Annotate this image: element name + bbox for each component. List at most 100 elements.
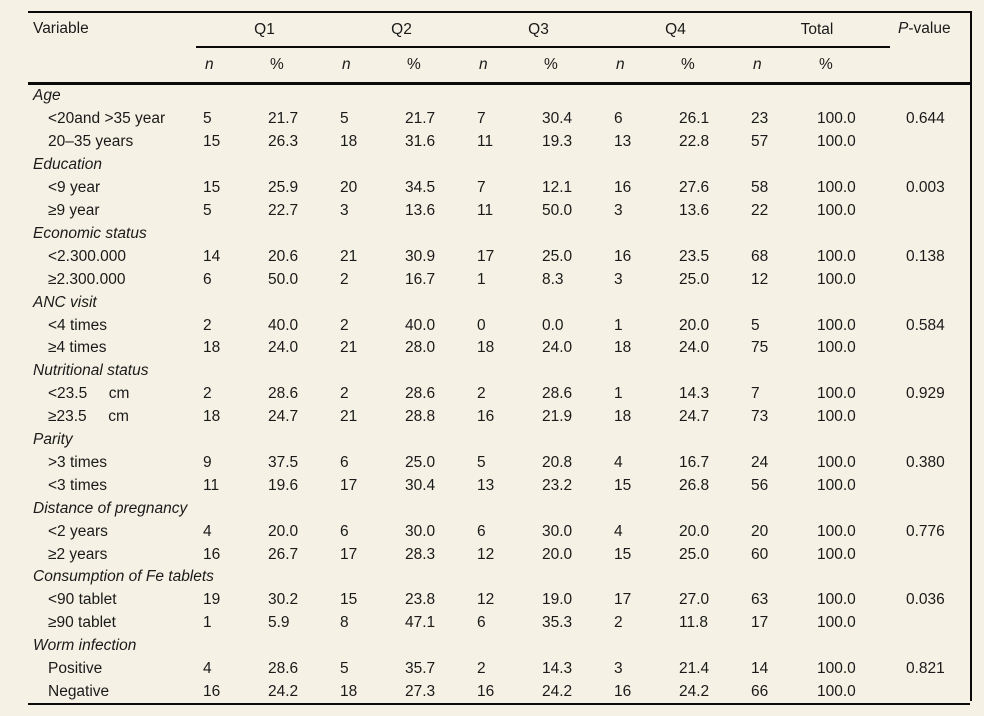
cell-pct: 20.0 [679,316,710,334]
section-row: Nutritional status [28,360,970,383]
cell-pct: 28.6 [542,385,573,403]
cell-n: 1 [614,385,623,403]
cell-pct: 21.9 [542,408,573,426]
cell-n: 20 [340,179,358,197]
cell-n: 17 [340,545,358,563]
cell-n: 17 [340,476,358,494]
cell-n: 6 [614,110,623,128]
cell-pct: 13.6 [405,201,436,219]
cell-pct: 30.9 [405,247,436,265]
cell-pvalue [890,337,970,360]
cell-n: 5 [477,453,486,471]
cell-pct: 37.5 [268,453,299,471]
cell-pct: 100.0 [817,660,856,678]
cell-pct: 40.0 [268,316,299,334]
cell-n: 16 [203,683,221,701]
section-label: Parity [33,431,73,449]
cell-n: 4 [614,522,623,540]
cell-n: 6 [340,522,349,540]
cell-n: 1 [477,270,486,288]
cell-pct: 11.8 [679,614,709,632]
table-row: <23.5 cm 2 28.6 2 28.6 2 28.6 1 14.3 7 100.0 0.929 [28,383,970,406]
cell-pct: 16.7 [405,270,436,288]
column-header-q3: Q3 [470,12,607,48]
cell-n: 2 [614,614,623,632]
cell-pct: 100.0 [817,683,856,701]
cell-pct: 23.8 [405,591,436,609]
row-label: ≥23.5 cm [48,408,129,426]
cell-n: 1 [203,614,212,632]
subcol-q1-n: n [196,47,261,85]
cell-n: 2 [477,385,486,403]
cell-n: 60 [751,545,769,563]
cell-pct: 26.7 [268,545,299,563]
cell-n: 16 [203,545,221,563]
section-row: Age [28,84,970,108]
cell-pct: 25.9 [268,179,299,197]
cell-n: 66 [751,683,769,701]
cell-pct: 30.0 [405,522,436,540]
section-label: Economic status [33,224,147,242]
cell-n: 5 [340,660,349,678]
cell-pct: 20.0 [268,522,299,540]
cell-pct: 26.3 [268,133,299,151]
cell-pvalue: 0.036 [906,591,945,609]
cell-pct: 21.7 [405,110,436,128]
cell-n: 3 [614,660,623,678]
cell-n: 2 [203,385,212,403]
cell-pct: 5.9 [268,614,290,632]
section-row: ANC visit [28,291,970,314]
cell-pct: 100.0 [817,247,856,265]
group-header-row: Variable Q1 Q2 Q3 Q4 Total P-value [28,12,970,85]
cell-pvalue [890,543,970,566]
row-label: <2 years [48,522,108,540]
statistics-table: Variable Q1 Q2 Q3 Q4 Total P-value n % n… [28,11,970,706]
cell-n: 14 [203,247,221,265]
cell-pct: 50.0 [268,270,299,288]
cell-pct: 24.7 [679,408,710,426]
cell-pct: 100.0 [817,201,856,219]
cell-n: 5 [751,316,760,334]
cell-n: 18 [614,339,632,357]
cell-n: 68 [751,247,769,265]
column-header-total: Total [744,12,890,48]
table-row: ≥90 tablet 1 5.9 8 47.1 6 35.3 2 11.8 17 100.0 [28,612,970,635]
cell-pct: 24.0 [268,339,299,357]
row-label: <90 tablet [48,591,117,609]
section-label: Worm infection [33,637,137,655]
row-label: <23.5 cm [48,385,130,403]
row-label: ≥9 year [48,201,100,219]
table-body: Age <20and >35 year 5 21.7 5 21.7 7 30.4 6 26.1 23… [28,84,970,705]
cell-pct: 26.8 [679,476,710,494]
cell-pct: 14.3 [542,660,573,678]
cell-pct: 16.7 [679,453,710,471]
cell-pct: 24.2 [268,683,299,701]
cell-pct: 19.0 [542,591,573,609]
column-header-q4: Q4 [607,12,744,48]
cell-pct: 27.0 [679,591,710,609]
section-label: Education [33,156,102,174]
subcol-q4-n: n [607,47,672,85]
cell-pvalue [890,200,970,223]
section-label: Distance of pregnancy [33,499,188,517]
table-row: <2 years 4 20.0 6 30.0 6 30.0 4 20.0 20 100.0 0.776 [28,520,970,543]
cell-pct: 20.6 [268,247,299,265]
cell-pct: 100.0 [817,110,856,128]
cell-n: 73 [751,408,769,426]
cell-n: 58 [751,179,769,197]
row-label: <4 times [48,316,108,334]
cell-n: 75 [751,339,769,357]
cell-n: 18 [340,683,358,701]
cell-pct: 23.5 [679,247,710,265]
cell-n: 15 [203,133,221,151]
cell-n: 6 [477,614,486,632]
cell-pct: 24.0 [679,339,710,357]
table-row: Negative 16 24.2 18 27.3 16 24.2 16 24.2 66 100.0 [28,681,970,705]
cell-n: 13 [477,476,495,494]
cell-n: 6 [340,453,349,471]
row-label: >3 times [48,453,108,471]
cell-pct: 24.7 [268,408,299,426]
cell-pct: 34.5 [405,179,436,197]
cell-pct: 23.2 [542,476,573,494]
cell-n: 16 [614,247,632,265]
